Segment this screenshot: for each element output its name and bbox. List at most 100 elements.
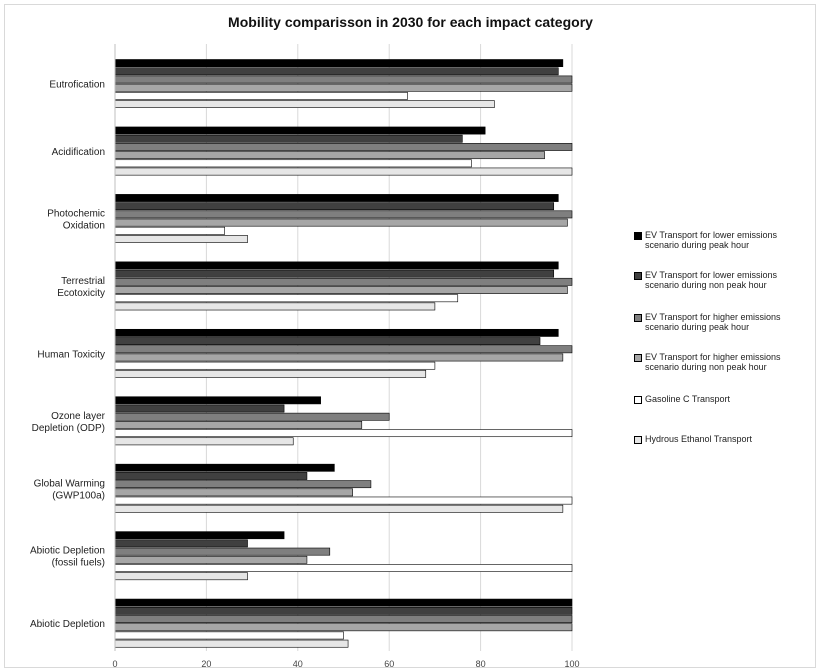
bar-4-5 [114,369,427,378]
bar-1-4 [114,159,472,168]
bar-2-1 [114,202,555,211]
bar-2-3 [114,218,568,227]
bar-0-1 [114,67,559,76]
bar-4-2 [114,345,573,354]
x-tick-label: 40 [293,659,303,669]
bar-5-1 [114,404,285,413]
bar-0-2 [114,75,573,84]
legend-label-line: EV Transport for lower emissions [645,270,778,280]
category-label: Photochemic Oxidation [47,208,105,231]
bar-2-4 [114,226,225,235]
bar-8-5 [114,639,349,648]
category-label: Abiotic Depletion (fossil fuels) [30,546,105,569]
bar-7-2 [114,547,331,556]
bar-4-1 [114,337,541,345]
bar-8-4 [114,631,344,640]
category-label-line: Ozone layer [51,411,106,422]
category-label-line: Depletion (ODP) [32,423,105,434]
bar-3-2 [114,277,573,286]
category-label-line: Abiotic Depletion [30,619,105,630]
bar-8-0 [114,598,573,607]
bar-8-3 [114,623,573,632]
category-label: Human Toxicity [37,349,105,360]
bar-7-5 [114,572,248,581]
bar-7-4 [114,564,573,572]
legend-label: Hydrous Ethanol Transport [645,434,752,444]
legend-item: EV Transport for higher emissions scenari… [634,352,781,372]
bar-1-1 [114,134,463,143]
bar-2-2 [114,210,573,219]
category-label-line: Eutrofication [49,80,105,91]
bar-0-4 [114,92,408,100]
bar-7-3 [114,555,308,564]
legend-label: EV Transport for higher emissions scenari… [645,312,781,332]
bar-3-4 [114,294,459,303]
bar-6-3 [114,488,353,497]
legend-swatch [634,272,642,280]
bar-3-0 [114,261,559,270]
category-label-line: Acidification [52,147,105,158]
legend-swatch [634,396,642,404]
legend-item: Gasoline C Transport [634,394,730,404]
bar-8-2 [114,615,573,623]
legend-label: EV Transport for lower emissions scenario… [645,230,777,250]
category-labels: Eutrofication Acidification Photochemic Oxi… [30,80,106,631]
bar-2-5 [114,235,248,243]
bar-1-3 [114,151,545,160]
bar-1-5 [114,167,573,176]
category-label-line: (fossil fuels) [52,558,105,569]
bar-1-0 [114,126,486,135]
legend-swatch [634,314,642,322]
chart-frame [4,4,816,668]
legend-swatch [634,436,642,444]
bar-8-1 [114,606,573,615]
bars [114,59,573,648]
chart-title: Mobility comparisson in 2030 for each im… [228,14,593,30]
bar-4-3 [114,353,564,362]
bar-0-3 [114,83,573,92]
bar-5-0 [114,396,321,405]
bar-5-2 [114,412,390,421]
bar-0-5 [114,100,495,108]
category-label-line: Human Toxicity [37,349,105,360]
legend-label-line: EV Transport for lower emissions [645,230,778,240]
category-label: Abiotic Depletion [30,619,105,630]
legend-item: EV Transport for lower emissions scenario… [634,230,777,250]
legend-item: EV Transport for lower emissions scenario… [634,270,777,290]
category-label-line: Photochemic [47,208,105,219]
legend-label: EV Transport for lower emissions scenario… [645,270,777,290]
legend-label-line: Gasoline C Transport [645,394,731,404]
bar-5-3 [114,421,363,429]
bar-3-3 [114,286,568,294]
bar-4-4 [114,361,436,370]
legend-label-line: scenario during peak hour [645,240,750,250]
legend-label-line: EV Transport for higher emissions [645,352,781,362]
legend-label: EV Transport for higher emissions scenari… [645,352,781,372]
bar-6-2 [114,480,372,489]
bar-0-0 [114,59,564,67]
bar-6-0 [114,463,335,472]
bar-5-4 [114,429,573,438]
category-label: Acidification [52,147,105,158]
category-label-line: Oxidation [63,220,105,231]
category-label-line: Terrestrial [61,276,105,287]
legend-label: Gasoline C Transport [645,394,730,404]
category-label: Global Warming (GWP100a) [34,478,105,501]
legend-item: Hydrous Ethanol Transport [634,434,752,444]
legend-item: EV Transport for higher emissions scenari… [634,312,781,332]
category-label-line: Global Warming [34,478,105,489]
legend-label-line: scenario during peak hour [645,322,750,332]
bar-4-0 [114,328,559,337]
bar-7-0 [114,531,285,540]
x-tick-label: 100 [564,659,579,669]
category-label-line: (GWP100a) [52,490,105,501]
bar-6-5 [114,504,564,513]
tick-labels: 0 20 40 60 80 100 [112,659,579,669]
bar-1-2 [114,143,573,151]
x-tick-label: 0 [112,659,117,669]
x-tick-label: 60 [384,659,394,669]
category-label-line: Ecotoxicity [57,288,105,299]
legend-label-line: Hydrous Ethanol Transport [645,434,753,444]
category-label: Eutrofication [49,80,105,91]
